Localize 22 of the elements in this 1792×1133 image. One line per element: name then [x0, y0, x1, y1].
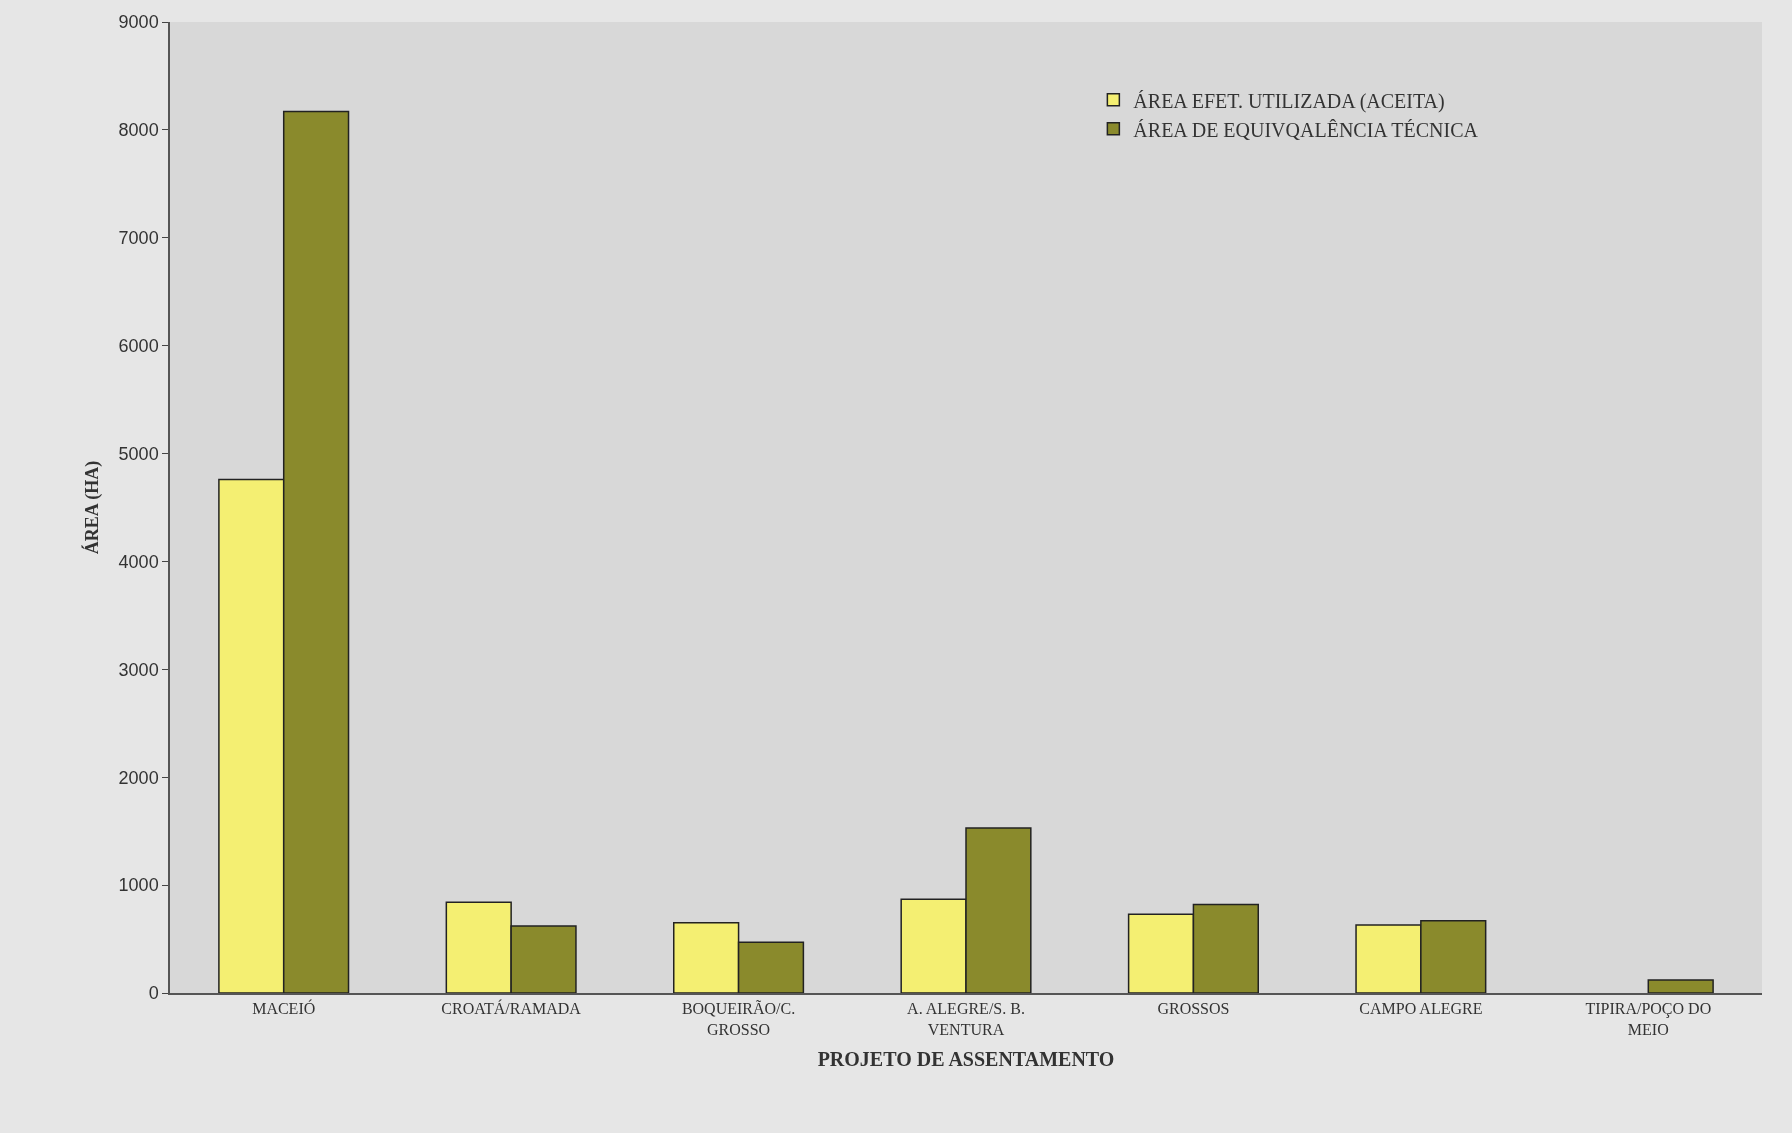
bar — [1647, 979, 1714, 993]
x-axis-title: PROJETO DE ASSENTAMENTO — [817, 1047, 1115, 1070]
x-tick-label: GROSSOS — [1157, 999, 1230, 1017]
y-tick-label: 7000 — [118, 228, 159, 249]
y-tick-label: 4000 — [118, 551, 159, 572]
x-tick-label: CAMPO ALEGRE — [1359, 999, 1483, 1017]
legend-label: ÁREA DE EQUIVQALÊNCIA TÉCNICA — [1133, 118, 1479, 141]
y-tick-label: 9000 — [118, 12, 159, 33]
x-tick-label: MACEIÓ — [252, 998, 316, 1017]
y-tick-label: 0 — [148, 983, 159, 1004]
y-tick-label: 1000 — [118, 875, 159, 896]
y-tick-label: 3000 — [118, 659, 159, 680]
y-tick-label: 5000 — [118, 443, 159, 464]
y-tick-label: 8000 — [118, 120, 159, 141]
x-tick-label: A. ALEGRE/S. B. VENTURA — [907, 999, 1025, 1038]
x-tick-label: CROATÁ/RAMADA — [441, 998, 582, 1017]
x-tick-label: TIPIRA/POÇO DO MEIO — [1585, 999, 1712, 1038]
legend-label: ÁREA EFET. UTILIZADA (ACEITA) — [1133, 89, 1445, 113]
x-tick-label: BOQUEIRÃO/C. GROSSO — [681, 999, 796, 1038]
y-tick-label: 6000 — [118, 335, 159, 356]
y-tick-label: 2000 — [118, 767, 159, 788]
y-axis-title: ÁREA (HA) — [81, 460, 104, 555]
